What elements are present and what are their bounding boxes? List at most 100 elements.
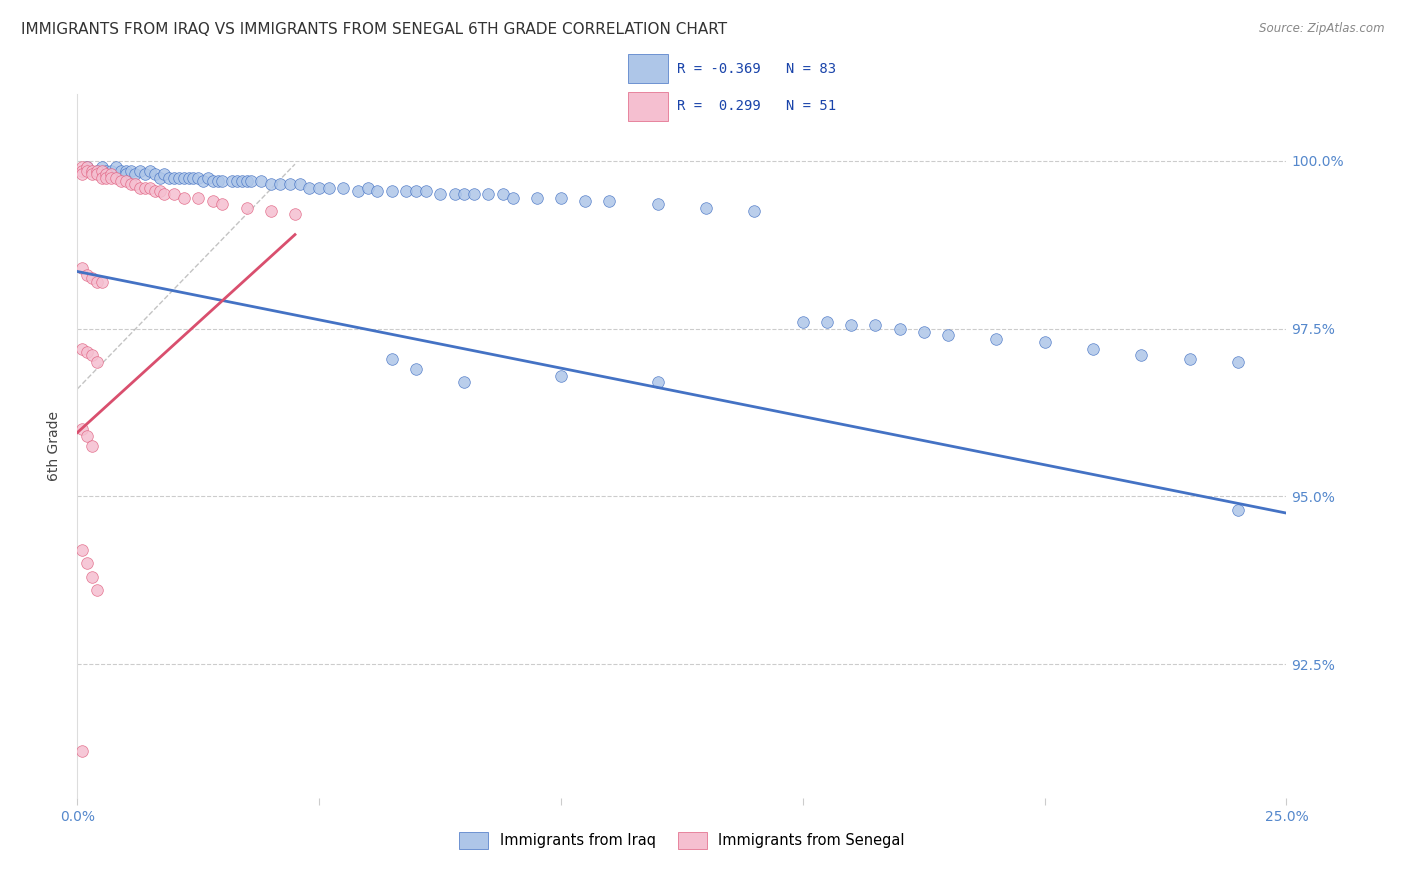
Point (163, 170, 186, 185)
Point (70, 744, 93, 758)
Point (415, 184, 437, 198)
Point (1081, 342, 1104, 356)
Point (70, 161, 93, 175)
Point (157, 170, 180, 185)
Point (80, 570, 103, 584)
Point (381, 184, 404, 198)
Point (405, 184, 427, 198)
Point (143, 167, 166, 181)
Point (105, 170, 128, 185)
Point (792, 315, 814, 329)
Point (96, 167, 118, 181)
Y-axis label: 6th Grade: 6th Grade (48, 411, 62, 481)
Point (70, 422, 93, 436)
Point (201, 174, 224, 188)
Point (815, 315, 838, 329)
Point (269, 178, 291, 192)
Point (110, 164, 132, 178)
Point (100, 167, 122, 181)
Point (139, 180, 162, 194)
Point (695, 201, 717, 215)
Point (463, 187, 485, 202)
Point (124, 178, 146, 192)
Point (492, 187, 515, 202)
Point (526, 191, 548, 205)
Point (298, 180, 321, 194)
FancyBboxPatch shape (628, 92, 668, 121)
Point (226, 174, 249, 188)
Point (70, 167, 93, 181)
Point (936, 328, 959, 343)
Point (76, 161, 98, 175)
Point (110, 174, 132, 188)
Point (86, 583, 108, 598)
Point (574, 194, 596, 208)
Point (76, 557, 98, 571)
Point (70, 261, 93, 276)
Point (865, 318, 887, 333)
Point (177, 170, 200, 185)
Point (76, 164, 98, 178)
Point (86, 167, 108, 181)
Point (889, 321, 911, 335)
Text: IMMIGRANTS FROM IRAQ VS IMMIGRANTS FROM SENEGAL 6TH GRADE CORRELATION CHART: IMMIGRANTS FROM IRAQ VS IMMIGRANTS FROM … (21, 22, 727, 37)
Point (235, 201, 257, 215)
Point (100, 170, 122, 185)
Point (173, 191, 195, 205)
Point (187, 191, 209, 205)
Text: Source: ZipAtlas.com: Source: ZipAtlas.com (1260, 22, 1385, 36)
Point (100, 164, 122, 178)
Point (1227, 355, 1250, 369)
Point (211, 197, 233, 211)
Point (1033, 334, 1056, 349)
Point (288, 178, 311, 192)
Point (1178, 351, 1201, 366)
Point (90, 161, 112, 175)
Point (839, 318, 862, 333)
Point (502, 191, 524, 205)
Point (197, 170, 219, 185)
Point (153, 167, 176, 181)
Point (90, 275, 112, 289)
Point (429, 187, 451, 202)
Point (139, 164, 162, 178)
Point (1227, 502, 1250, 516)
Point (134, 167, 156, 181)
Point (76, 161, 98, 175)
Point (86, 164, 108, 178)
Point (191, 174, 214, 188)
Text: R =  0.299   N = 51: R = 0.299 N = 51 (678, 99, 837, 113)
Legend: Immigrants from Iraq, Immigrants from Senegal: Immigrants from Iraq, Immigrants from Se… (453, 826, 911, 855)
Point (70, 164, 93, 178)
Point (235, 174, 257, 188)
FancyBboxPatch shape (628, 54, 668, 83)
Point (598, 194, 620, 208)
Point (550, 368, 572, 383)
Text: R = -0.369   N = 83: R = -0.369 N = 83 (678, 62, 837, 76)
Point (70, 342, 93, 356)
Point (356, 180, 378, 194)
Point (134, 180, 156, 194)
Point (80, 164, 103, 178)
Point (986, 332, 1008, 346)
Point (80, 348, 103, 362)
Point (153, 187, 176, 202)
Point (143, 184, 166, 198)
Point (90, 164, 112, 178)
Point (405, 361, 427, 376)
Point (148, 184, 170, 198)
Point (86, 275, 108, 289)
Point (366, 184, 388, 198)
Point (187, 170, 209, 185)
Point (96, 164, 118, 178)
Point (80, 271, 103, 285)
Point (105, 161, 128, 175)
Point (443, 187, 465, 202)
Point (167, 170, 190, 185)
Point (211, 174, 233, 188)
Point (129, 180, 152, 194)
Point (76, 268, 98, 282)
Point (221, 174, 243, 188)
Point (395, 184, 418, 198)
Point (80, 439, 103, 453)
